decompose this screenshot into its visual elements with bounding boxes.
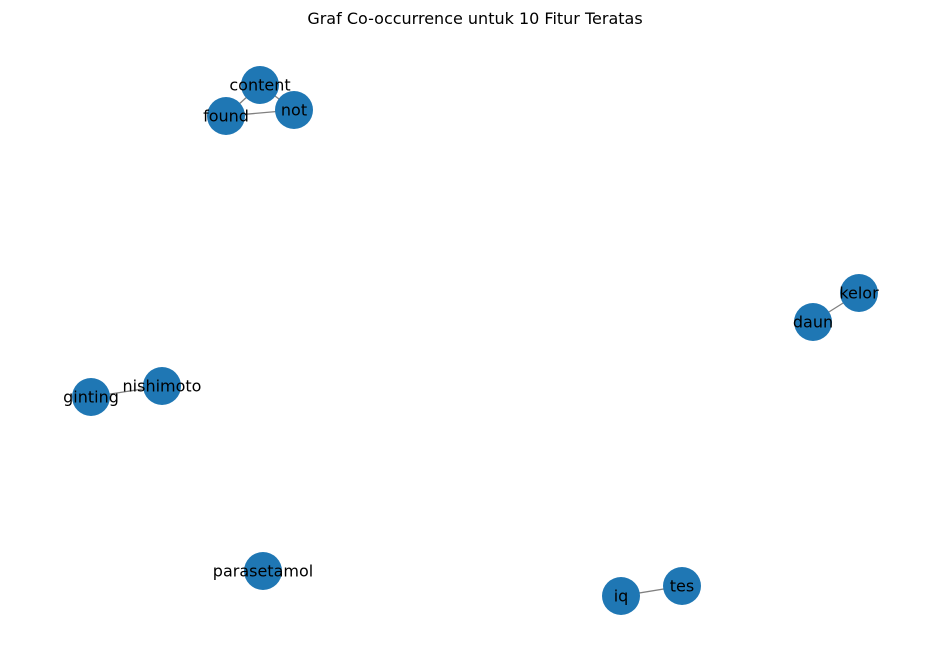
graph-title: Graf Co-occurrence untuk 10 Fitur Terata…: [307, 9, 642, 28]
node-label-ginting: ginting: [63, 388, 119, 407]
node-label-daun: daun: [793, 313, 833, 332]
edge-layer: [90, 84, 860, 597]
node-label-content: content: [229, 76, 290, 95]
node-label-found: found: [203, 107, 249, 126]
node-label-not: not: [281, 101, 307, 120]
node-ginting: [72, 378, 110, 416]
node-found: [207, 97, 245, 135]
node-nishimoto: [143, 367, 181, 405]
node-iq: [602, 577, 640, 615]
node-daun: [794, 303, 832, 341]
node-parasetamol: [244, 552, 282, 590]
node-label-kelor: kelor: [839, 284, 879, 303]
node-layer: [72, 66, 878, 615]
node-kelor: [840, 274, 878, 312]
node-label-iq: iq: [614, 587, 629, 606]
node-content: [241, 66, 279, 104]
node-label-tes: tes: [670, 577, 694, 596]
label-layer: content not found kelor daun nishimotoginting…: [63, 76, 879, 606]
node-tes: [663, 567, 701, 605]
node-label-parasetamol: parasetamol: [213, 562, 313, 581]
node-label-nishimoto: nishimoto: [123, 377, 202, 396]
node-not: [275, 91, 313, 129]
